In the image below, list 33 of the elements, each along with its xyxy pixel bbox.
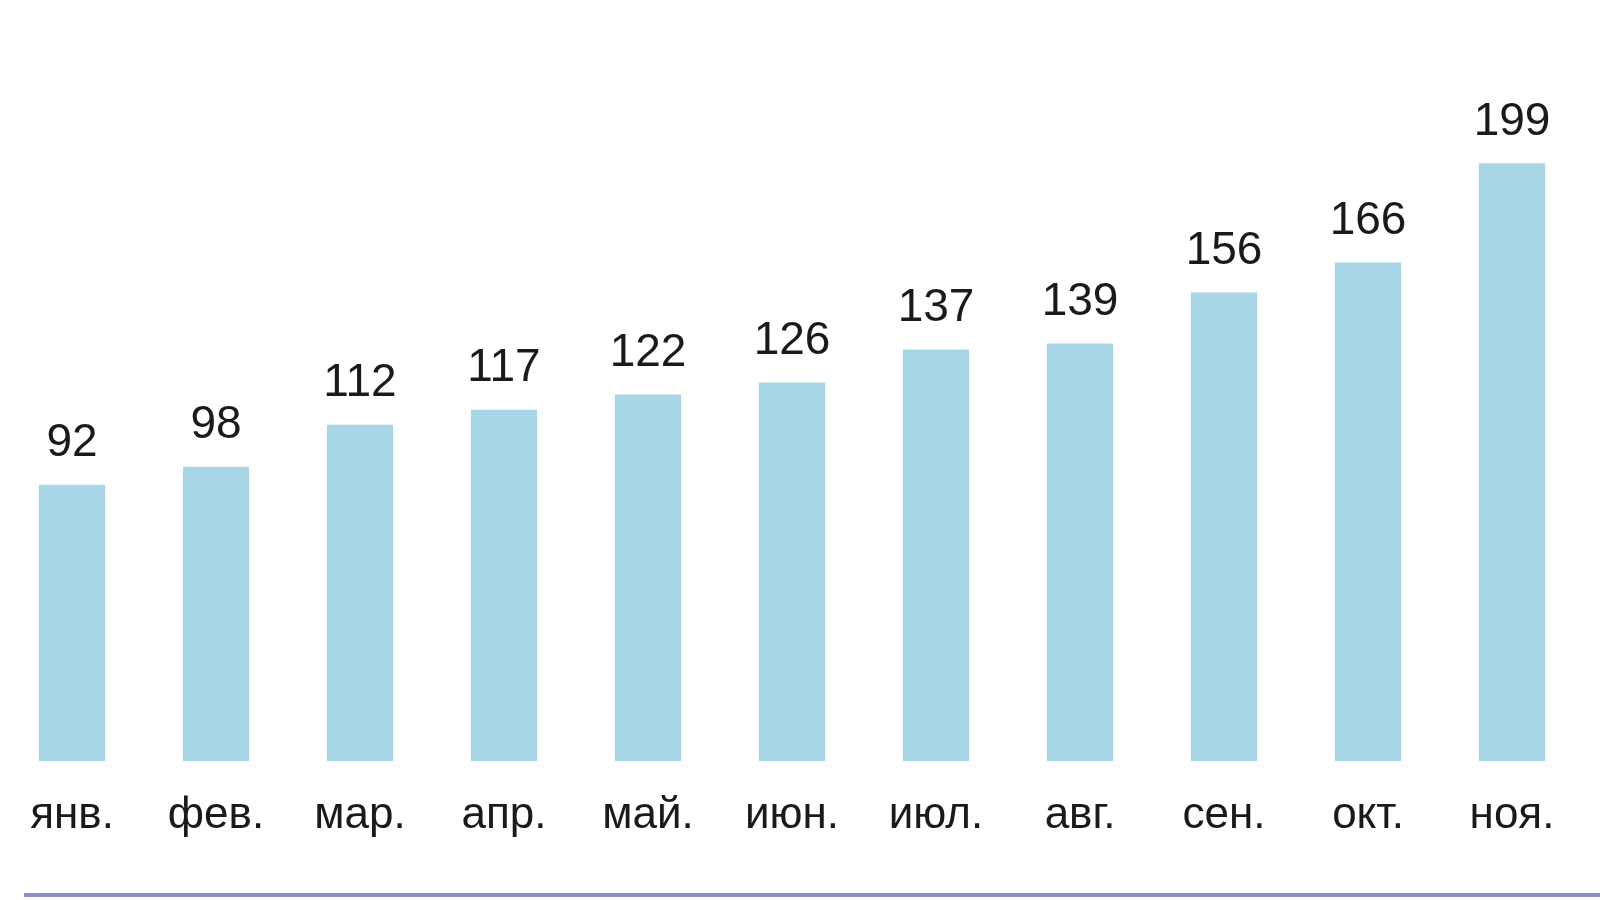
x-tick-label: июл. (888, 787, 984, 837)
x-tick-label: авг. (1044, 787, 1116, 837)
bar (614, 394, 682, 762)
x-tick-label: апр. (461, 787, 547, 837)
data-label: 98 (190, 396, 242, 449)
data-label: 117 (467, 339, 541, 392)
data-label: 92 (46, 414, 98, 467)
x-tick-label: фев. (167, 787, 265, 837)
bar (470, 409, 538, 762)
x-tick-label: мар. (314, 787, 406, 837)
bar (1334, 262, 1402, 762)
x-tick-label: окт. (1332, 787, 1404, 837)
bar (326, 424, 394, 762)
x-tick-label: сен. (1182, 787, 1266, 837)
bar (758, 382, 826, 762)
data-label: 112 (323, 354, 397, 407)
bar (1478, 163, 1546, 762)
data-label: 156 (1185, 222, 1263, 275)
bar (902, 349, 970, 762)
bar (38, 484, 106, 762)
x-tick-label: май. (602, 787, 694, 837)
data-label: 139 (1041, 273, 1119, 326)
data-label: 199 (1473, 92, 1551, 145)
bar (182, 466, 250, 762)
data-label: 126 (753, 312, 831, 365)
x-tick-label: ноя. (1469, 787, 1555, 837)
data-label: 137 (897, 279, 975, 332)
data-label: 166 (1329, 192, 1407, 245)
bar (1046, 343, 1114, 762)
x-tick-label: янв. (30, 787, 114, 837)
data-label: 122 (609, 324, 687, 377)
x-tick-label: июн. (744, 787, 840, 837)
bar (1190, 292, 1258, 762)
